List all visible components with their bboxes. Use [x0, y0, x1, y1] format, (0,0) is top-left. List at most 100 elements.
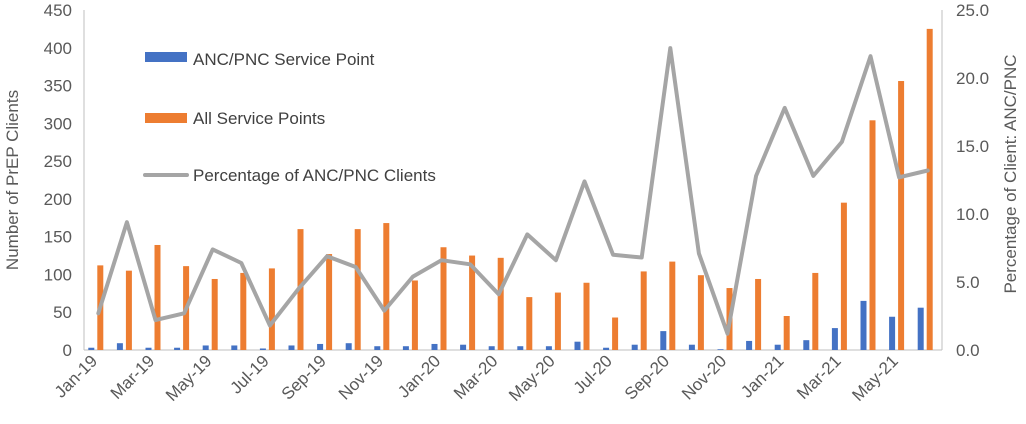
left-y-tick-label: 0: [63, 341, 72, 360]
anc-pnc-bar: [174, 347, 181, 350]
left-y-tick-label: 50: [53, 303, 72, 322]
x-tick-label: May-20: [505, 351, 559, 405]
all-service-points-bar: [497, 257, 504, 350]
plot-area: [83, 10, 943, 351]
right-y-tick-label: 0.0: [956, 341, 980, 360]
left-y-tick-label: 250: [44, 152, 72, 171]
anc-pnc-bar: [631, 344, 638, 350]
all-service-points-bar: [211, 278, 218, 350]
all-service-points-bar: [297, 229, 304, 350]
all-service-points-bar: [697, 275, 704, 350]
legend-swatch-anc-pnc: [145, 52, 187, 62]
percentage-line: [96, 46, 930, 336]
x-tick-label: Nov-19: [335, 351, 387, 403]
anc-pnc-bar: [374, 346, 381, 350]
all-service-points-bar: [268, 268, 275, 350]
all-service-points-bar: [440, 247, 447, 350]
legend-swatch-all-service-points: [145, 113, 187, 123]
x-tick-label: Sep-19: [278, 351, 330, 403]
x-tick-label: Mar-19: [107, 351, 159, 403]
right-y-axis-ticks: 0.0 5.0 10.0 15.0 20.0 25.0: [956, 1, 989, 360]
x-tick-label: Jan-21: [737, 351, 787, 401]
right-y-tick-label: 10.0: [956, 205, 989, 224]
anc-pnc-bar: [831, 328, 838, 350]
x-tick-label: May-21: [848, 351, 902, 405]
anc-pnc-bar: [317, 343, 324, 350]
legend-label-all-service-points: All Service Points: [193, 109, 325, 128]
right-y-tick-label: 20.0: [956, 69, 989, 88]
anc-pnc-bar: [545, 346, 552, 350]
anc-pnc-bar: [803, 340, 810, 350]
x-axis-ticks: Jan-19 Mar-19 May-19 Jul-19 Sep-19 Nov-19 Jan-…: [51, 351, 902, 405]
right-y-axis-title: Percentage of Client: ANC/PNC: [1001, 54, 1020, 293]
anc-pnc-bar: [288, 345, 295, 350]
all-service-points-bar: [411, 280, 418, 350]
all-service-points-bar: [640, 271, 647, 350]
all-service-points-bar: [125, 270, 132, 350]
all-service-points-bar: [154, 244, 161, 350]
anc-pnc-bar: [88, 347, 95, 350]
anc-pnc-bar: [402, 346, 409, 350]
left-y-tick-label: 200: [44, 190, 72, 209]
all-service-points-bar: [783, 316, 790, 350]
left-y-tick-label: 150: [44, 228, 72, 247]
x-tick-label: May-19: [162, 351, 216, 405]
all-service-points-bar: [869, 120, 876, 350]
anc-pnc-bar: [202, 345, 209, 350]
legend-label-percentage: Percentage of ANC/PNC Clients: [193, 166, 436, 185]
x-tick-label: Jul-20: [570, 351, 616, 397]
anc-pnc-bar: [717, 349, 724, 350]
anc-pnc-bar: [746, 340, 753, 350]
anc-pnc-bar: [603, 347, 610, 350]
all-service-points-bar: [354, 229, 361, 350]
anc-pnc-bar: [889, 316, 896, 350]
left-y-tick-label: 300: [44, 114, 72, 133]
all-service-points-bar: [812, 272, 819, 350]
x-tick-label: Nov-20: [678, 351, 730, 403]
legend: ANC/PNC Service Point All Service Points…: [143, 50, 436, 185]
all-service-points-bar-series: [97, 28, 933, 351]
percentage-line-series: [96, 46, 930, 336]
x-tick-label: Jan-20: [394, 351, 444, 401]
all-service-points-bar: [840, 202, 847, 350]
legend-label-anc-pnc: ANC/PNC Service Point: [193, 50, 375, 69]
left-y-tick-label: 450: [44, 1, 72, 20]
anc-pnc-bar: [116, 343, 123, 350]
x-tick-label: Mar-21: [793, 351, 845, 403]
all-service-points-bar: [469, 255, 476, 350]
all-service-points-bar: [612, 317, 619, 350]
anc-pnc-bar: [860, 300, 867, 350]
anc-pnc-bar: [259, 348, 266, 350]
left-y-axis-ticks: 0 50 100 150 200 250 300 350 400 450: [44, 1, 72, 360]
all-service-points-bar: [755, 278, 762, 350]
anc-pnc-bar: [345, 343, 352, 350]
x-tick-label: Jul-19: [227, 351, 273, 397]
all-service-points-bar: [669, 261, 676, 350]
anc-pnc-bar: [145, 347, 152, 350]
left-y-tick-label: 100: [44, 265, 72, 284]
anc-pnc-bar: [231, 345, 238, 350]
anc-pnc-bar: [917, 307, 924, 350]
all-service-points-bar: [583, 282, 590, 350]
left-y-tick-label: 350: [44, 77, 72, 96]
x-tick-label: Mar-20: [450, 351, 502, 403]
all-service-points-bar: [898, 81, 905, 351]
anc-pnc-bar: [460, 344, 467, 350]
anc-pnc-bar: [660, 331, 667, 350]
all-service-points-bar: [240, 272, 247, 350]
anc-pnc-bar: [574, 341, 581, 350]
anc-pnc-bar: [488, 346, 495, 350]
anc-pnc-bar: [688, 344, 695, 350]
x-tick-label: Sep-20: [621, 351, 673, 403]
anc-pnc-bar: [774, 344, 781, 350]
x-tick-label: Jan-19: [51, 351, 101, 401]
all-service-points-bar: [526, 297, 533, 350]
right-y-tick-label: 15.0: [956, 137, 989, 156]
all-service-points-bar: [326, 254, 333, 350]
anc-pnc-bar: [431, 343, 438, 350]
all-service-points-bar: [926, 28, 933, 351]
all-service-points-bar: [383, 223, 390, 350]
left-y-axis-title: Number of PrEP Clients: [3, 90, 22, 270]
left-y-tick-label: 400: [44, 39, 72, 58]
